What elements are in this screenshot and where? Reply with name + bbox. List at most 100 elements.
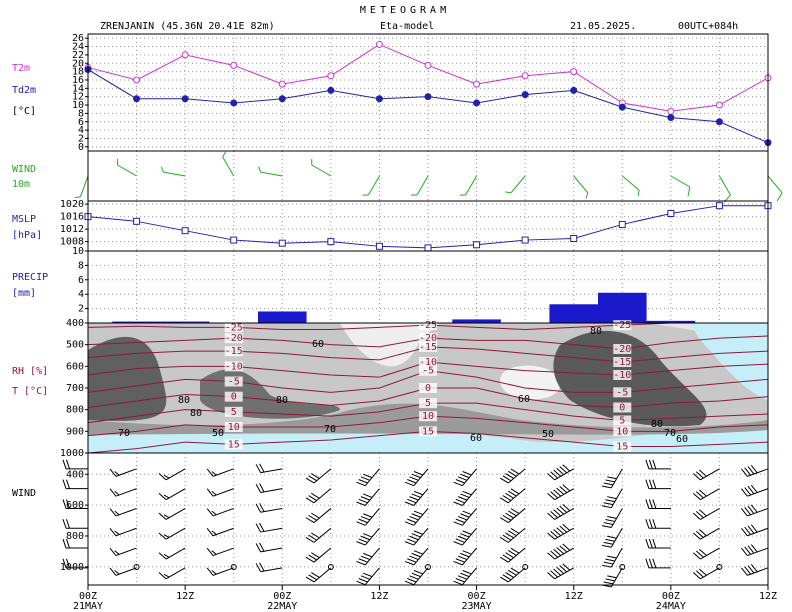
- barb-feather: [499, 497, 509, 504]
- barb-feather: [607, 555, 617, 559]
- wind-barb: [645, 558, 671, 569]
- barb-feather: [695, 550, 704, 558]
- barb-feather: [744, 546, 752, 555]
- barb-staff: [364, 488, 380, 506]
- wind-barb: [741, 564, 769, 576]
- barb-feather: [211, 550, 217, 555]
- marker: [181, 227, 189, 235]
- label-bg: [224, 322, 243, 333]
- barb-feather: [455, 558, 465, 563]
- date-label: 22MAY: [267, 601, 297, 612]
- panel-label: [°C]: [12, 106, 36, 117]
- wind-barb: [459, 175, 478, 196]
- barb-feather: [462, 550, 472, 555]
- wind-barb: [116, 159, 137, 177]
- barb-staff: [462, 527, 477, 546]
- barb-feather: [505, 191, 512, 194]
- barb-feather: [603, 561, 614, 565]
- barb-feather: [559, 466, 568, 474]
- barb-feather: [692, 532, 701, 540]
- rh-label: 80: [178, 395, 190, 406]
- barb-feather: [699, 568, 707, 576]
- marker: [473, 241, 481, 249]
- barb-feather: [502, 574, 512, 581]
- barb-feather: [409, 575, 419, 580]
- barb-staff: [507, 547, 526, 563]
- wind-barb: [453, 468, 477, 487]
- barb-staff: [554, 508, 574, 520]
- barb-feather: [356, 501, 366, 506]
- wind-barb: [741, 465, 769, 477]
- marker: [327, 72, 335, 80]
- wind-barb: [255, 483, 283, 493]
- label-bg: [613, 415, 632, 426]
- barb-staff: [554, 527, 574, 540]
- barb-feather: [547, 473, 555, 481]
- barb-feather: [308, 495, 317, 501]
- wind-barb: [62, 519, 88, 529]
- barb-staff: [260, 507, 283, 513]
- barb-feather: [462, 490, 472, 496]
- wind-barb: [305, 468, 332, 484]
- panel-label: Td2m: [12, 85, 36, 96]
- barb-feather: [404, 560, 415, 566]
- barb-feather: [744, 566, 752, 575]
- barb-staff: [510, 175, 526, 194]
- barb-feather: [158, 492, 167, 501]
- wind-barb: [356, 547, 380, 566]
- barb-feather: [744, 507, 752, 516]
- barb-staff: [554, 567, 574, 580]
- barb-feather: [507, 530, 517, 537]
- barb-feather: [409, 555, 419, 560]
- wind-barb: [547, 484, 574, 501]
- y-tick-label: 400: [66, 469, 84, 480]
- barb-feather: [62, 538, 67, 549]
- barb-feather: [259, 522, 265, 532]
- barb-feather: [601, 505, 612, 509]
- barb-feather: [741, 528, 748, 537]
- wind-barb: [160, 166, 186, 177]
- bar: [598, 292, 647, 323]
- barb-staff: [367, 175, 380, 196]
- wind-barb: [62, 479, 88, 490]
- barb-feather: [648, 459, 653, 469]
- wind-barb: [645, 479, 671, 490]
- label-bg: [613, 320, 632, 331]
- barb-staff: [313, 527, 332, 543]
- y-tick-label: 1016: [60, 212, 84, 223]
- barb-feather: [507, 470, 517, 477]
- barb-staff: [700, 547, 720, 560]
- barb-feather: [305, 517, 315, 524]
- barb-staff: [313, 508, 332, 523]
- barb-feather: [699, 529, 707, 537]
- marker: [230, 236, 238, 244]
- wind-barb: [499, 564, 529, 583]
- barb-feather: [550, 511, 559, 519]
- y-tick-label: 16: [72, 75, 84, 86]
- barb-staff: [212, 547, 234, 557]
- barb-feather: [553, 568, 562, 576]
- isotherm-label: -20: [613, 344, 631, 355]
- y-tick-label: 900: [66, 426, 84, 437]
- wind-barb: [74, 175, 89, 199]
- barb-staff: [700, 468, 720, 481]
- barb-feather: [741, 468, 748, 477]
- barb-feather: [692, 512, 701, 520]
- wind-barb: [356, 468, 380, 487]
- barb-staff: [610, 468, 623, 489]
- barb-staff: [700, 567, 720, 580]
- barb-feather: [607, 575, 617, 579]
- barb-feather: [741, 508, 748, 517]
- marker: [375, 95, 383, 103]
- barb-feather: [605, 519, 615, 522]
- barb-feather: [502, 534, 512, 541]
- x-tick-label: 12Z: [565, 591, 583, 602]
- barb-feather: [158, 572, 167, 580]
- barb-feather: [206, 528, 214, 537]
- barb-feather: [206, 508, 214, 517]
- wind-barb: [741, 504, 769, 517]
- barb-feather: [109, 508, 117, 517]
- rh-label: 50: [212, 428, 224, 439]
- calm: [716, 564, 723, 570]
